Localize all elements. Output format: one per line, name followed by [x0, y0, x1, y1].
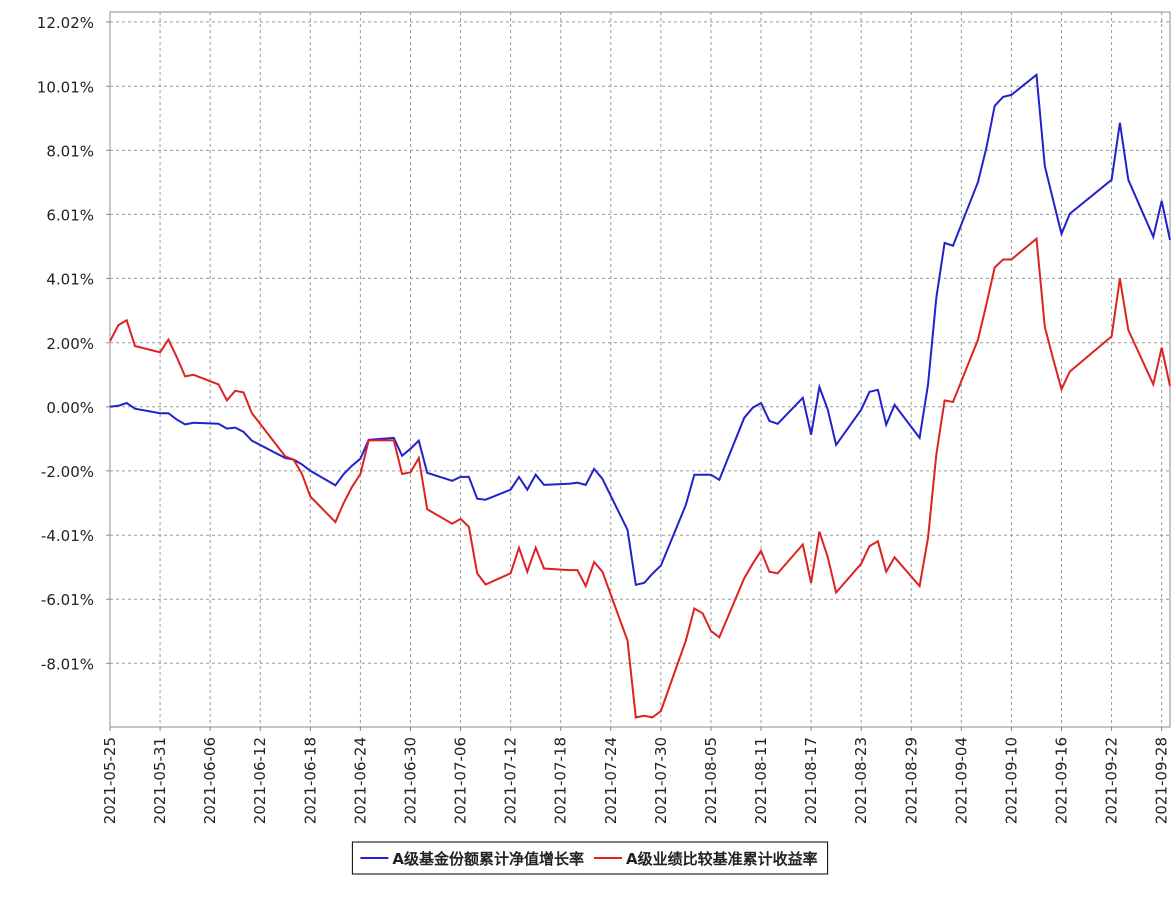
x-tick-label: 2021-05-31 — [151, 737, 169, 824]
y-tick-label: 6.01% — [46, 206, 94, 224]
x-tick-label: 2021-08-05 — [702, 737, 720, 824]
x-tick-label: 2021-09-28 — [1153, 737, 1171, 824]
x-tick-label: 2021-09-16 — [1052, 737, 1070, 824]
y-tick-label: 12.02% — [37, 14, 94, 32]
x-tick-label: 2021-07-24 — [602, 737, 620, 824]
y-tick-label: -4.01% — [41, 527, 94, 545]
x-tick-label: 2021-06-06 — [201, 737, 219, 824]
x-tick-label: 2021-09-10 — [1002, 737, 1020, 824]
y-tick-label: 0.00% — [46, 399, 94, 417]
x-tick-label: 2021-09-22 — [1103, 737, 1121, 824]
series-line — [109, 236, 1171, 719]
x-tick-label: 2021-07-30 — [652, 737, 670, 824]
x-tick-label: 2021-06-24 — [351, 737, 369, 824]
x-tick-label: 2021-08-29 — [902, 737, 920, 824]
y-tick-label: 2.00% — [46, 335, 94, 353]
x-tick-label: 2021-09-04 — [952, 737, 970, 824]
y-tick-label: 4.01% — [46, 270, 94, 288]
x-tick-label: 2021-07-06 — [452, 737, 470, 824]
legend: A级基金份额累计净值增长率 A级业绩比较基准累计收益率 — [351, 841, 829, 875]
plot-area — [109, 11, 1171, 728]
y-tick-label: -6.01% — [41, 591, 94, 609]
legend-box — [351, 841, 829, 875]
x-tick-label: 2021-05-25 — [101, 737, 119, 824]
y-tick-label: -8.01% — [41, 655, 94, 673]
legend-label: A级基金份额累计净值增长率 — [392, 850, 584, 868]
x-tick-label: 2021-08-23 — [852, 737, 870, 824]
x-tick-label: 2021-08-11 — [752, 737, 770, 824]
x-tick-label: 2021-06-12 — [251, 737, 269, 824]
x-tick-label: 2021-08-17 — [802, 737, 820, 824]
y-tick-label: 8.01% — [46, 142, 94, 160]
x-tick-label: 2021-06-30 — [401, 737, 419, 824]
y-tick-label: -2.00% — [41, 463, 94, 481]
y-tick-label: 10.01% — [37, 78, 94, 96]
x-tick-label: 2021-06-18 — [301, 737, 319, 824]
legend-label: A级业绩比较基准累计收益率 — [626, 850, 818, 868]
x-tick-label: 2021-07-12 — [502, 737, 520, 824]
x-tick-label: 2021-07-18 — [552, 737, 570, 824]
